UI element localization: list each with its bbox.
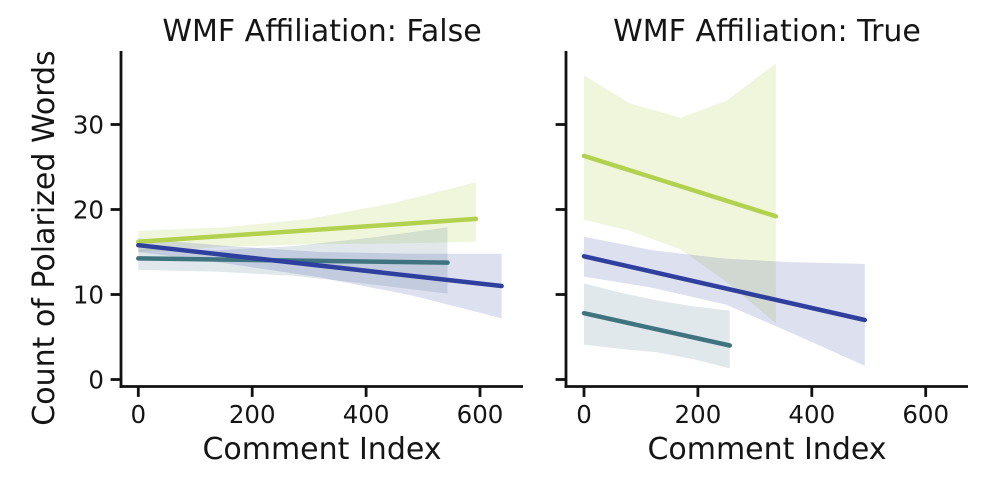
regression-line-green (581, 153, 779, 219)
x-tick-label: 400 (343, 400, 390, 429)
y-tick-label: 0 (88, 366, 104, 395)
subplot-title-true: WMF Affiliation: True (613, 14, 921, 49)
regression-line-blue (581, 254, 868, 323)
subplot-title-false: WMF Affiliation: False (162, 14, 481, 49)
x-tick-label: 400 (788, 400, 835, 429)
y-tick-label: 30 (73, 111, 104, 140)
plots-layer: 0 200 400 600 0 10 20 30 0 200 400 600 (73, 51, 968, 429)
y-tick-label: 10 (73, 281, 104, 310)
x-tick-label: 200 (675, 400, 722, 429)
y-axis-label: Count of Polarized Words (27, 50, 62, 425)
x-tick-label: 600 (902, 400, 949, 429)
x-tick-label: 600 (457, 400, 504, 429)
regression-line-green (136, 216, 479, 245)
x-tick-label: 0 (576, 400, 592, 429)
confidence-band-green (584, 63, 776, 324)
subplot-0: 0 200 400 600 0 10 20 30 (73, 51, 523, 429)
confidence-band-teal (584, 283, 730, 369)
regression-line-teal (581, 310, 733, 348)
confidence-band-blue (584, 236, 865, 366)
y-tick-label: 20 (73, 196, 104, 225)
x-axis-label-left: Comment Index (202, 432, 441, 467)
subplot-1: 0 200 400 600 (555, 51, 968, 429)
x-tick-label: 0 (131, 400, 147, 429)
x-tick-label: 200 (229, 400, 276, 429)
regression-line-blue (136, 242, 504, 289)
x-axis-label-right: Comment Index (647, 432, 886, 467)
